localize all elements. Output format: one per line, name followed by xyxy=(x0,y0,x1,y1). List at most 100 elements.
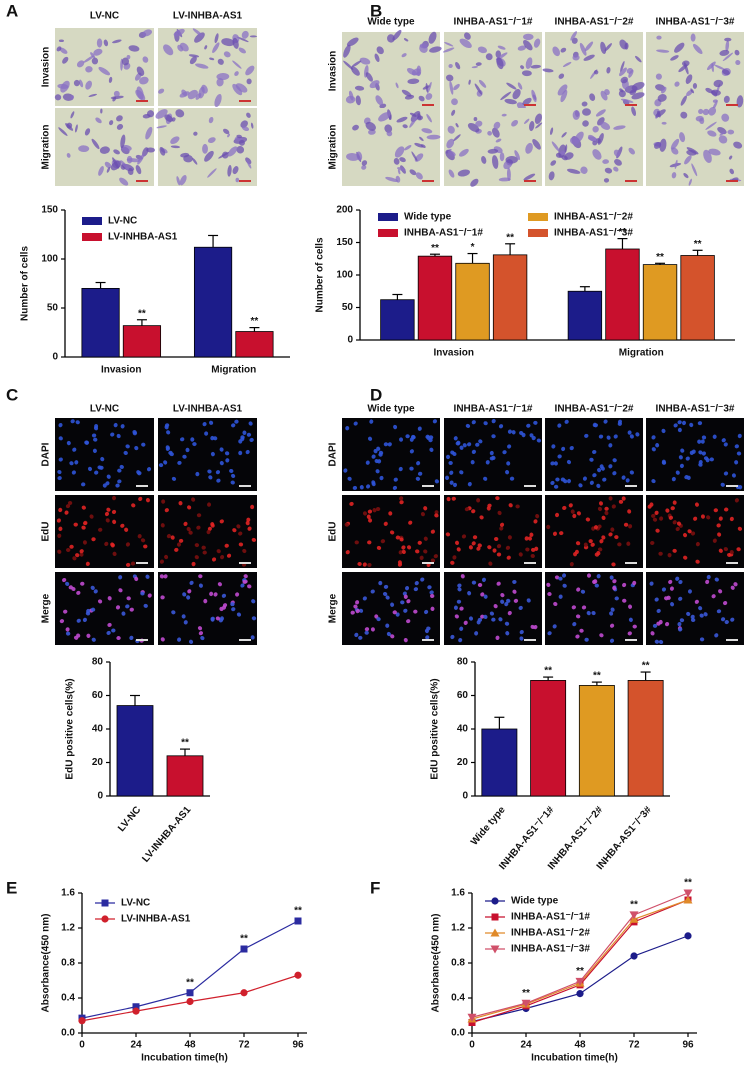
cell xyxy=(119,177,129,186)
cell xyxy=(736,451,742,456)
cell xyxy=(724,620,729,625)
cell xyxy=(478,79,487,88)
cell xyxy=(614,535,619,540)
cell xyxy=(113,422,118,428)
cell xyxy=(136,86,144,100)
cell xyxy=(674,81,680,87)
cell xyxy=(370,627,375,632)
micrograph xyxy=(646,495,744,568)
cell xyxy=(362,562,367,567)
bar xyxy=(455,262,490,341)
cell xyxy=(734,444,739,449)
cell xyxy=(85,66,93,73)
cell xyxy=(553,601,558,607)
cell xyxy=(716,609,722,614)
significance-label: ** xyxy=(181,738,189,749)
cell xyxy=(423,506,428,511)
cell xyxy=(245,520,250,526)
scale-bar xyxy=(625,562,637,564)
cell xyxy=(242,126,250,132)
cell xyxy=(477,583,483,588)
cell xyxy=(208,116,214,124)
cell xyxy=(409,437,414,442)
cell xyxy=(97,599,103,604)
cell xyxy=(668,515,674,520)
cell xyxy=(693,516,698,521)
cell xyxy=(466,442,472,447)
cell xyxy=(680,95,687,106)
cell xyxy=(231,473,236,479)
cell xyxy=(234,419,239,424)
cell xyxy=(406,599,411,604)
cell xyxy=(409,449,414,454)
cell xyxy=(415,172,423,180)
cell xyxy=(449,470,454,475)
cell xyxy=(164,114,173,122)
cell xyxy=(235,83,248,93)
point xyxy=(576,990,584,998)
cell xyxy=(495,138,502,143)
cell xyxy=(729,549,734,555)
cell xyxy=(555,512,560,518)
cell xyxy=(627,430,632,435)
cell xyxy=(111,509,117,515)
cell xyxy=(378,580,383,586)
cell xyxy=(164,508,169,513)
cell xyxy=(719,49,730,56)
cell xyxy=(367,436,373,441)
cell xyxy=(564,419,569,424)
cell xyxy=(140,591,145,596)
cell xyxy=(488,561,493,566)
cell xyxy=(387,442,392,447)
cell xyxy=(74,460,79,465)
cell xyxy=(446,454,451,460)
cell xyxy=(649,581,654,586)
cell xyxy=(192,157,198,165)
cell xyxy=(389,530,395,535)
cell xyxy=(171,476,177,481)
cell xyxy=(120,160,129,170)
cell xyxy=(113,149,120,155)
significance-label: ** xyxy=(656,252,664,263)
cell xyxy=(350,66,360,76)
cell xyxy=(457,169,471,177)
micrograph-bg xyxy=(444,572,542,645)
cell xyxy=(623,522,629,527)
cell xyxy=(146,147,156,153)
micrograph xyxy=(55,495,154,568)
cell xyxy=(354,632,359,638)
cell xyxy=(517,82,523,90)
cell xyxy=(91,433,97,438)
cell xyxy=(491,434,496,439)
cell xyxy=(586,573,591,578)
cell xyxy=(470,178,479,187)
cell xyxy=(590,542,595,547)
x-tick-label: Invasion xyxy=(101,365,142,376)
point xyxy=(467,1013,477,1022)
legend-label: INHBA-AS1⁻/⁻1# xyxy=(404,228,483,239)
cell xyxy=(546,524,551,530)
cell xyxy=(400,600,405,605)
cell xyxy=(104,511,110,517)
y-tick-label: 150 xyxy=(41,205,58,216)
cell xyxy=(451,98,458,106)
cell xyxy=(409,116,418,128)
cell xyxy=(551,141,560,152)
cell xyxy=(112,157,119,169)
cell xyxy=(58,127,68,136)
cell xyxy=(733,141,743,149)
y-tick-label: 50 xyxy=(47,303,59,314)
cell xyxy=(187,589,192,594)
cell xyxy=(76,60,85,68)
cell xyxy=(673,423,678,428)
scale-bar xyxy=(726,180,738,182)
cell xyxy=(445,532,451,537)
cell xyxy=(489,450,494,456)
cell xyxy=(100,456,105,462)
cell xyxy=(703,456,709,461)
x-tick-label: 48 xyxy=(574,1040,586,1051)
cell xyxy=(625,478,630,483)
cell xyxy=(592,473,597,478)
cell xyxy=(523,39,533,51)
micrograph xyxy=(158,572,257,645)
